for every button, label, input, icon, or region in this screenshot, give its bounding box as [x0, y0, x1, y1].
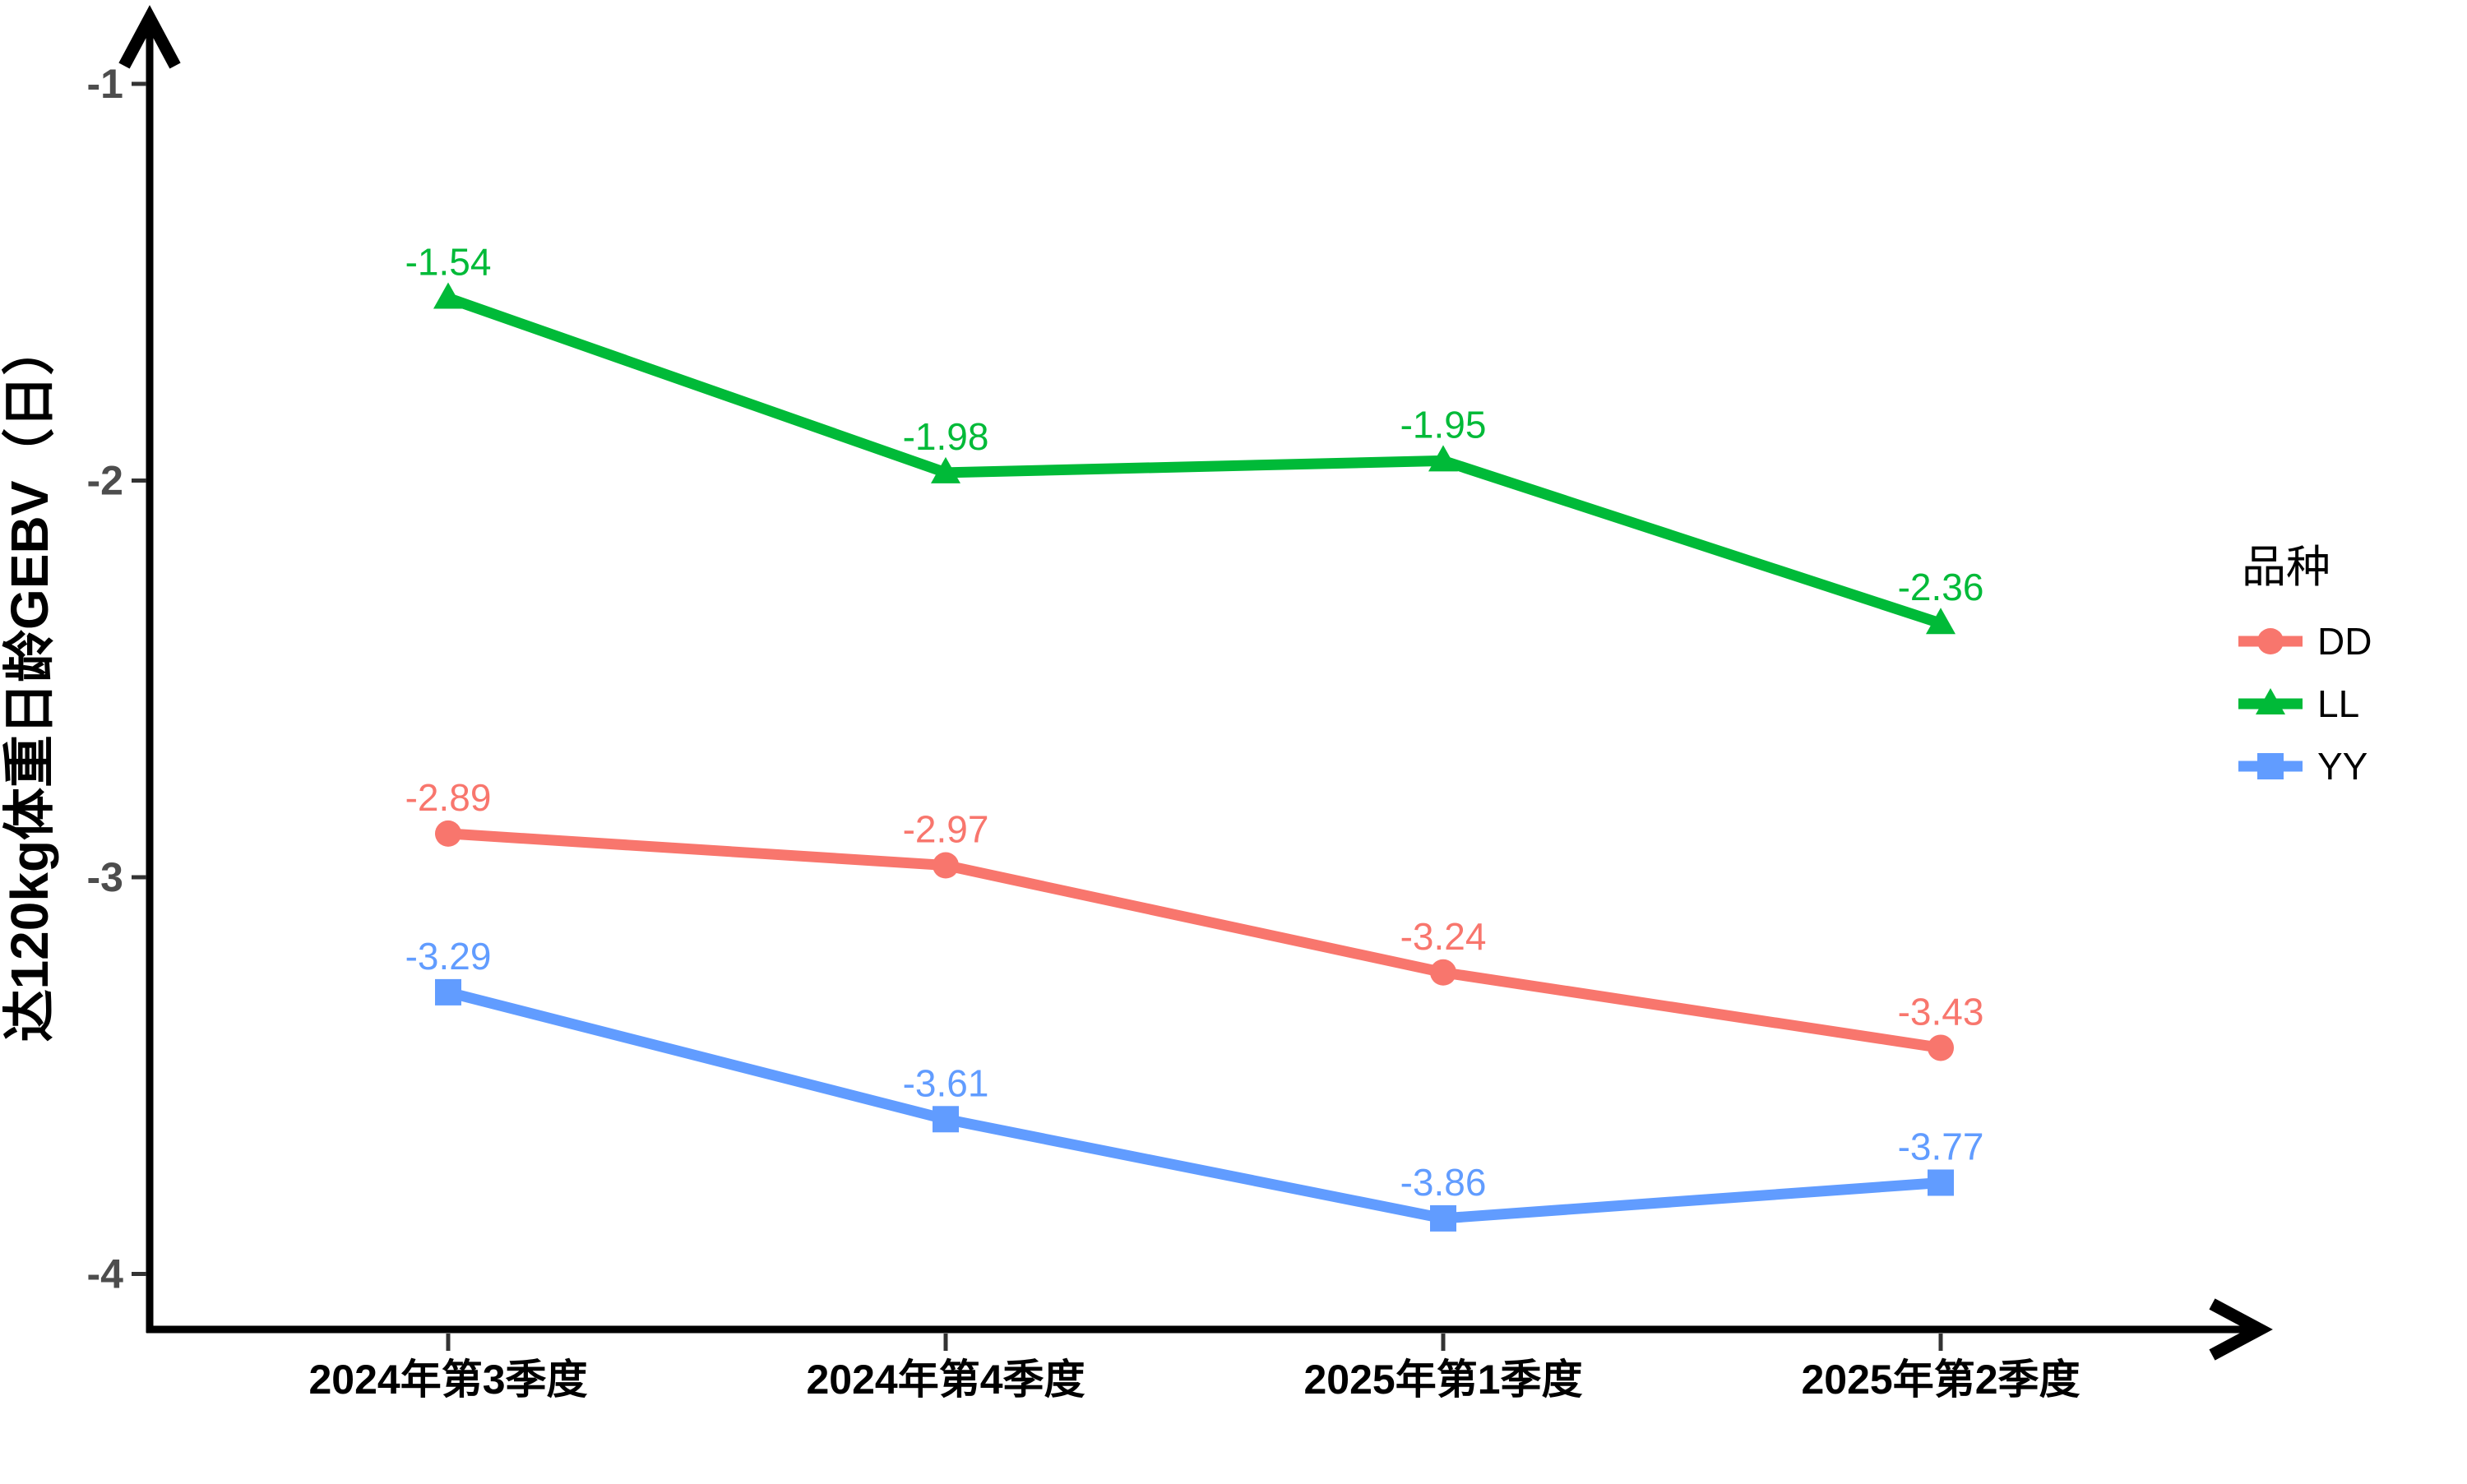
legend-label-YY: YY	[2317, 745, 2367, 788]
series-YY-data-label: -3.86	[1400, 1161, 1487, 1204]
legend-title: 品种	[2242, 543, 2330, 592]
series-DD-data-label: -3.24	[1400, 915, 1487, 958]
series-LL-marker	[433, 282, 463, 309]
x-tick-label: 2025年第2季度	[1801, 1357, 2080, 1403]
series-DD-data-label: -2.97	[903, 808, 989, 851]
y-tick-label: -3	[87, 854, 123, 900]
legend-item-YY: YY	[2238, 745, 2367, 788]
series-YY-data-label: -3.29	[405, 935, 492, 978]
y-tick-label: -2	[87, 457, 123, 503]
series-YY-data-label: -3.61	[903, 1061, 989, 1104]
chart-generated-layer: -1 -2 -3 -4 2024年第3季度 2024年第4季度 2025年第1季度 2025年…	[87, 5, 2372, 1403]
series-LL-data-label: -2.36	[1898, 566, 1984, 608]
series-LL-marker	[1926, 608, 1956, 635]
series-DD-marker	[1928, 1034, 1954, 1061]
series-LL-data-label: -1.95	[1400, 403, 1487, 446]
legend-key-triangle-icon	[2256, 688, 2285, 714]
legend-label-LL: LL	[2317, 682, 2359, 725]
series-YY-marker	[435, 978, 461, 1006]
series-DD-data-label: -3.43	[1898, 990, 1984, 1033]
series-DD-marker	[1430, 959, 1456, 986]
legend-key-circle-icon	[2257, 628, 2284, 654]
series-LL-marker	[1428, 445, 1458, 472]
series-YY-marker	[1928, 1169, 1954, 1196]
legend-label-DD: DD	[2317, 620, 2372, 663]
x-axis-arrow-icon	[2209, 1298, 2273, 1361]
series-DD-data-label: -2.89	[405, 776, 492, 819]
x-tick-label: 2024年第3季度	[308, 1357, 587, 1403]
legend-item-DD: DD	[2238, 620, 2372, 663]
series-YY-line	[447, 987, 1942, 1224]
series-DD-marker	[933, 852, 959, 879]
series-YY: -3.29 -3.61 -3.86 -3.77	[405, 935, 1984, 1232]
y-axis-arrow-icon	[118, 5, 181, 69]
series-YY-marker	[1430, 1204, 1456, 1232]
series-YY-marker	[933, 1106, 959, 1133]
series-LL-data-label: -1.98	[903, 415, 989, 458]
y-tick-label: -4	[87, 1251, 124, 1297]
series-DD-line	[447, 828, 1942, 1053]
legend-key-square-icon	[2257, 753, 2284, 779]
series-DD: -2.89 -2.97 -3.24 -3.43	[405, 776, 1984, 1061]
series-LL-line	[446, 293, 1943, 629]
series-YY-data-label: -3.77	[1898, 1125, 1984, 1167]
series-LL: -1.54 -1.98 -1.95 -2.36	[405, 241, 1984, 635]
series-LL-data-label: -1.54	[405, 241, 492, 284]
series-DD-marker	[435, 820, 461, 847]
series-LL-marker	[931, 456, 960, 483]
legend-item-LL: LL	[2238, 682, 2359, 725]
x-tick-label: 2024年第4季度	[806, 1357, 1085, 1403]
y-tick-label: -1	[87, 61, 123, 107]
x-tick-label: 2025年第1季度	[1303, 1357, 1582, 1403]
y-axis-title: 达120kg体重日龄GEBV（日）	[0, 323, 59, 1042]
